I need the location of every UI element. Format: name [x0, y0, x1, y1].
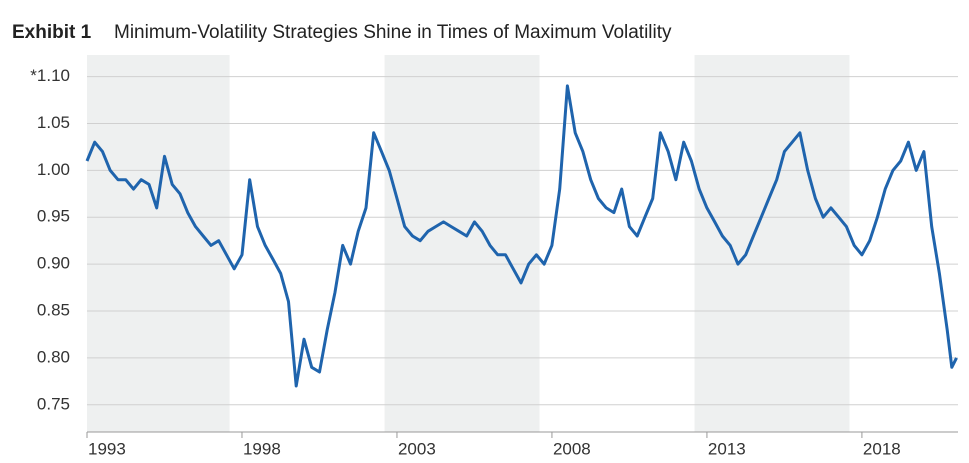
x-tick-label: 2018	[863, 439, 901, 458]
x-tick-label: 2008	[553, 439, 591, 458]
y-tick-label: 0.75	[37, 394, 70, 413]
x-tick-label: 2003	[398, 439, 436, 458]
y-tick-label: 1.00	[37, 160, 70, 179]
chart-title: Minimum-Volatility Strategies Shine in T…	[114, 22, 672, 43]
x-tick-label: 1993	[88, 439, 126, 458]
y-tick-label: 0.85	[37, 301, 70, 320]
y-tick-label: 0.80	[37, 347, 70, 366]
shaded-period	[384, 55, 540, 432]
y-tick-label: *1.10	[30, 66, 70, 85]
data-line	[85, 84, 958, 388]
exhibit-label: Exhibit 1	[12, 22, 92, 43]
y-tick-label: 0.90	[37, 254, 70, 273]
shaded-period	[87, 55, 230, 432]
x-tick-label: 1998	[243, 439, 281, 458]
x-tick-label: 2013	[708, 439, 746, 458]
shaded-period	[694, 55, 850, 432]
y-tick-label: 0.95	[37, 207, 70, 226]
y-tick-label: 1.05	[37, 113, 70, 132]
